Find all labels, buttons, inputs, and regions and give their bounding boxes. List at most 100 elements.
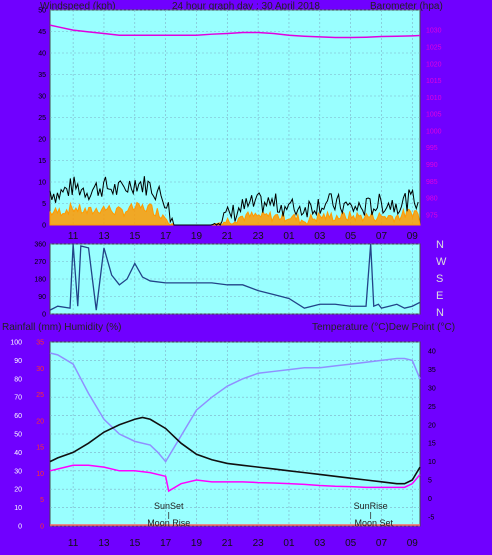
humidity-y-tick-label: 30 (14, 468, 22, 475)
temperature-y-tick-label: 30 (428, 386, 436, 393)
humidity-y-tick-label: 80 (14, 376, 22, 383)
barometer-y-tick-label: 1020 (426, 61, 442, 68)
dewpoint-line (49, 464, 421, 493)
windspeed-axis-label: Windspeed (kph) (40, 1, 116, 12)
wind-y-tick-label: 15 (38, 158, 46, 165)
humidity-y-tick-label: 50 (14, 432, 22, 439)
temperature-x-tick-label: 23 (253, 538, 265, 549)
astro-annotation: Moon Rise (147, 518, 190, 528)
temperature-x-tick-label: 21 (222, 538, 234, 549)
rainfall-y-tick-label: 10 (36, 471, 44, 478)
direction-label: W (436, 256, 447, 268)
wind-x-tick-label: 01 (283, 231, 295, 242)
barometer-y-tick-label: 1005 (426, 112, 442, 119)
wind-y-tick-label: 20 (38, 137, 46, 144)
temperature-y-tick-label: -5 (428, 514, 434, 521)
humidity-line (49, 352, 421, 463)
astro-annotation: Moon Set (354, 518, 393, 528)
wind-y-tick-label: 30 (38, 94, 46, 101)
wind-x-tick-label: 09 (407, 231, 419, 242)
barometer-y-tick-label: 990 (426, 162, 438, 169)
humidity-y-tick-label: 10 (14, 505, 22, 512)
direction-y-tick-label: 90 (38, 294, 46, 301)
temperature-line (49, 416, 421, 485)
direction-y-tick-label: 270 (34, 259, 46, 266)
wind-y-tick-label: 45 (38, 29, 46, 36)
rainfall-y-tick-label: 15 (36, 445, 44, 452)
barometer-y-tick-label: 1025 (426, 44, 442, 51)
temperature-x-tick-label: 13 (98, 538, 110, 549)
temperature-x-tick-label: 19 (191, 538, 203, 549)
barometer-axis-label: Barometer (hpa) (370, 1, 443, 12)
direction-label: N (436, 307, 444, 319)
barometer-y-tick-label: 1010 (426, 95, 442, 102)
wind-x-tick-label: 03 (314, 231, 326, 242)
barometer-y-tick-label: 985 (426, 179, 438, 186)
wind-y-tick-label: 40 (38, 51, 46, 58)
humidity-y-tick-label: 90 (14, 358, 22, 365)
wind-y-tick-label: 5 (42, 201, 46, 208)
wind-x-tick-label: 11 (68, 231, 79, 242)
humidity-y-tick-label: 60 (14, 413, 22, 420)
barometer-y-tick-label: 1030 (426, 28, 442, 35)
rainfall-y-tick-label: 5 (40, 497, 44, 504)
barometer-y-tick-label: 980 (426, 196, 438, 203)
temperature-y-tick-label: 10 (428, 459, 436, 466)
temperature-y-tick-label: 40 (428, 349, 436, 356)
temperature-x-tick-label: 01 (283, 538, 295, 549)
barometer-y-tick-label: 995 (426, 145, 438, 152)
wind-x-tick-label: 13 (98, 231, 110, 242)
temperature-x-tick-label: 11 (68, 538, 79, 549)
wind-x-tick-label: 05 (345, 231, 357, 242)
wind-average-area (49, 201, 421, 226)
direction-y-tick-label: 0 (42, 312, 46, 319)
humidity-y-tick-label: 100 (10, 340, 22, 347)
barometer-y-tick-label: 1015 (426, 78, 442, 85)
rainfall-y-tick-label: 0 (40, 524, 44, 531)
wind-direction-line (49, 243, 421, 311)
temperature-y-tick-label: 5 (428, 478, 432, 485)
wind-y-tick-label: 0 (42, 223, 46, 230)
temperature-axis-label: Temperature (°C)Dew Point (°C) (312, 322, 455, 333)
direction-y-tick-label: 180 (34, 277, 46, 284)
wind-y-tick-label: 25 (38, 115, 46, 122)
direction-y-tick-label: 360 (34, 242, 46, 249)
rainfall-y-tick-label: 30 (36, 366, 44, 373)
temperature-y-tick-label: 0 (428, 496, 432, 503)
wind-x-tick-label: 19 (191, 231, 203, 242)
temperature-y-tick-label: 20 (428, 422, 436, 429)
rainfall-y-tick-label: 20 (36, 418, 44, 425)
chart-title: 24 hour graph day : 30 April 2018 (172, 1, 320, 12)
humidity-y-tick-label: 70 (14, 395, 22, 402)
wind-x-tick-label: 17 (160, 231, 172, 242)
temperature-x-tick-label: 05 (345, 538, 357, 549)
wind-x-tick-label: 23 (253, 231, 265, 242)
temperature-x-tick-label: 15 (129, 538, 141, 549)
rainfall-y-tick-label: 35 (36, 340, 44, 347)
temperature-y-tick-label: 35 (428, 367, 436, 374)
wind-x-tick-label: 21 (222, 231, 234, 242)
temperature-y-tick-label: 25 (428, 404, 436, 411)
humidity-y-tick-label: 0 (18, 524, 22, 531)
temperature-x-tick-label: 09 (407, 538, 419, 549)
direction-label: S (436, 273, 443, 285)
temperature-x-tick-label: 03 (314, 538, 326, 549)
rainfall-y-tick-label: 25 (36, 392, 44, 399)
temperature-y-tick-label: 15 (428, 441, 436, 448)
direction-label: E (436, 290, 443, 302)
wind-series (49, 176, 421, 226)
barometer-line (49, 24, 421, 39)
humidity-y-tick-label: 40 (14, 450, 22, 457)
humidity-y-tick-label: 20 (14, 487, 22, 494)
rain-humidity-axis-label: Rainfall (mm) Humidity (%) (2, 322, 121, 333)
astro-annotation: SunSet (154, 501, 184, 511)
direction-label: N (436, 239, 444, 251)
wind-y-tick-label: 10 (38, 180, 46, 187)
barometer-y-tick-label: 975 (426, 212, 438, 219)
wind-y-tick-label: 35 (38, 72, 46, 79)
wind-gust-line (49, 176, 419, 226)
astro-annotation: SunRise (354, 501, 388, 511)
barometer-y-tick-label: 1000 (426, 128, 442, 135)
temperature-x-tick-label: 17 (160, 538, 172, 549)
